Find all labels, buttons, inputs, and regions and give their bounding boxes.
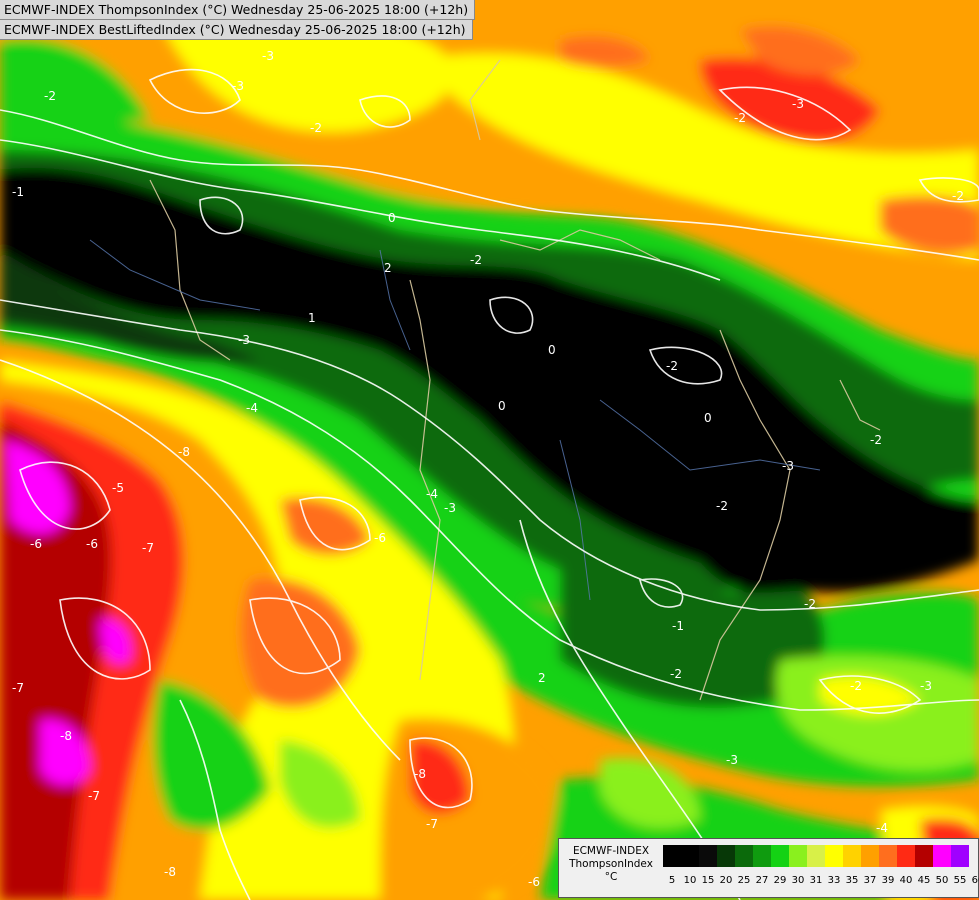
legend-tick-label: 15 [701,875,715,886]
contour-label: 0 [548,343,556,357]
color-legend: ECMWF-INDEX ThompsonIndex °C 5 10 15 20 25 27… [558,838,979,898]
legend-swatch [807,845,825,867]
contour-label: -7 [12,681,24,695]
legend-swatch [879,845,897,867]
legend-tick-label: 50 [935,875,949,886]
contour-label: -2 [870,433,882,447]
rivers [89,239,821,601]
contour-label: -7 [426,817,438,831]
legend-tick-label: 45 [917,875,931,886]
contour-label: -2 [716,499,728,513]
contour-label: -2 [470,253,482,267]
legend-swatch [771,845,789,867]
legend-swatch [681,845,699,867]
contour-label: -1 [12,185,24,199]
contour-label: -3 [444,501,456,515]
legend-tick-label: 27 [755,875,769,886]
contour-label: -4 [876,821,888,835]
contour-label: 0 [704,411,712,425]
legend-tick-label: 31 [809,875,823,886]
legend-tick-label: 40 [899,875,913,886]
contour-label: -3 [232,79,244,93]
contour-label: -2 [44,89,56,103]
legend-swatch [933,845,951,867]
contour-label: -8 [414,767,426,781]
legend-tick-label: 5 [668,875,676,886]
legend-model: ECMWF-INDEX [572,845,650,857]
legend-tick-label: 10 [683,875,697,886]
contour-label: -4 [426,487,438,501]
contour-label: -3 [920,679,932,693]
contour-label: -7 [142,541,154,555]
contour-label: -8 [178,445,190,459]
contour-label: -2 [734,111,746,125]
legend-tick-label: 25 [737,875,751,886]
contour-label: -2 [666,359,678,373]
legend-swatch [897,845,915,867]
contour-label: -6 [528,875,540,889]
contour-label: -2 [850,679,862,693]
legend-swatch [861,845,879,867]
legend-swatch [915,845,933,867]
legend-tick-label: 20 [719,875,733,886]
contour-label: -6 [374,531,386,545]
legend-swatch [717,845,735,867]
legend-tick-label: 35 [845,875,859,886]
contour-label: -7 [88,789,100,803]
contour-label: 0 [498,399,506,413]
contour-label: -3 [792,97,804,111]
legend-swatch [843,845,861,867]
contour-label: -5 [112,481,124,495]
contour-label: -8 [60,729,72,743]
contour-label: -6 [86,537,98,551]
legend-tick-label: 29 [773,875,787,886]
contour-label: -4 [246,401,258,415]
legend-swatch [699,845,717,867]
contour-label: 0 [388,211,396,225]
legend-swatch [789,845,807,867]
legend-swatch [951,845,969,867]
legend-tick-label: 55 [953,875,967,886]
contour-label: 2 [384,261,392,275]
contour-label: -1 [672,619,684,633]
contour-label: -3 [262,49,274,63]
legend-tick-label: 39 [881,875,895,886]
legend-swatch [825,845,843,867]
contour-label: -2 [670,667,682,681]
contour-label: -3 [726,753,738,767]
map-title-thompson-index: ECMWF-INDEX ThompsonIndex (°C) Wednesday… [0,0,476,20]
map-title-best-lifted-index: ECMWF-INDEX BestLiftedIndex (°C) Wednesd… [0,20,473,40]
legend-tick-label: 60 [971,875,979,886]
legend-param: ThompsonIndex [569,858,653,870]
contour-label: 2 [538,671,546,685]
legend-tick-label: 33 [827,875,841,886]
contour-label: 1 [308,311,316,325]
legend-swatch [735,845,753,867]
legend-label: ECMWF-INDEX ThompsonIndex °C [563,845,659,884]
contour-label: -2 [310,121,322,135]
lifted-index-contours [0,68,979,900]
contour-label: -2 [952,189,964,203]
legend-ticks: 5 10 15 20 25 27 29 30 31 33 35 37 39 40 45 50 55 60 [663,875,979,889]
contour-label: -3 [238,333,250,347]
legend-tick-label: 30 [791,875,805,886]
contour-label: -8 [164,865,176,879]
contour-label: -6 [30,537,42,551]
country-borders [149,59,881,701]
legend-swatch [663,845,681,867]
contour-label: -3 [782,459,794,473]
legend-swatch [753,845,771,867]
contour-label: -2 [804,597,816,611]
legend-swatches [663,845,969,867]
legend-tick-label: 37 [863,875,877,886]
legend-unit: °C [604,871,618,883]
